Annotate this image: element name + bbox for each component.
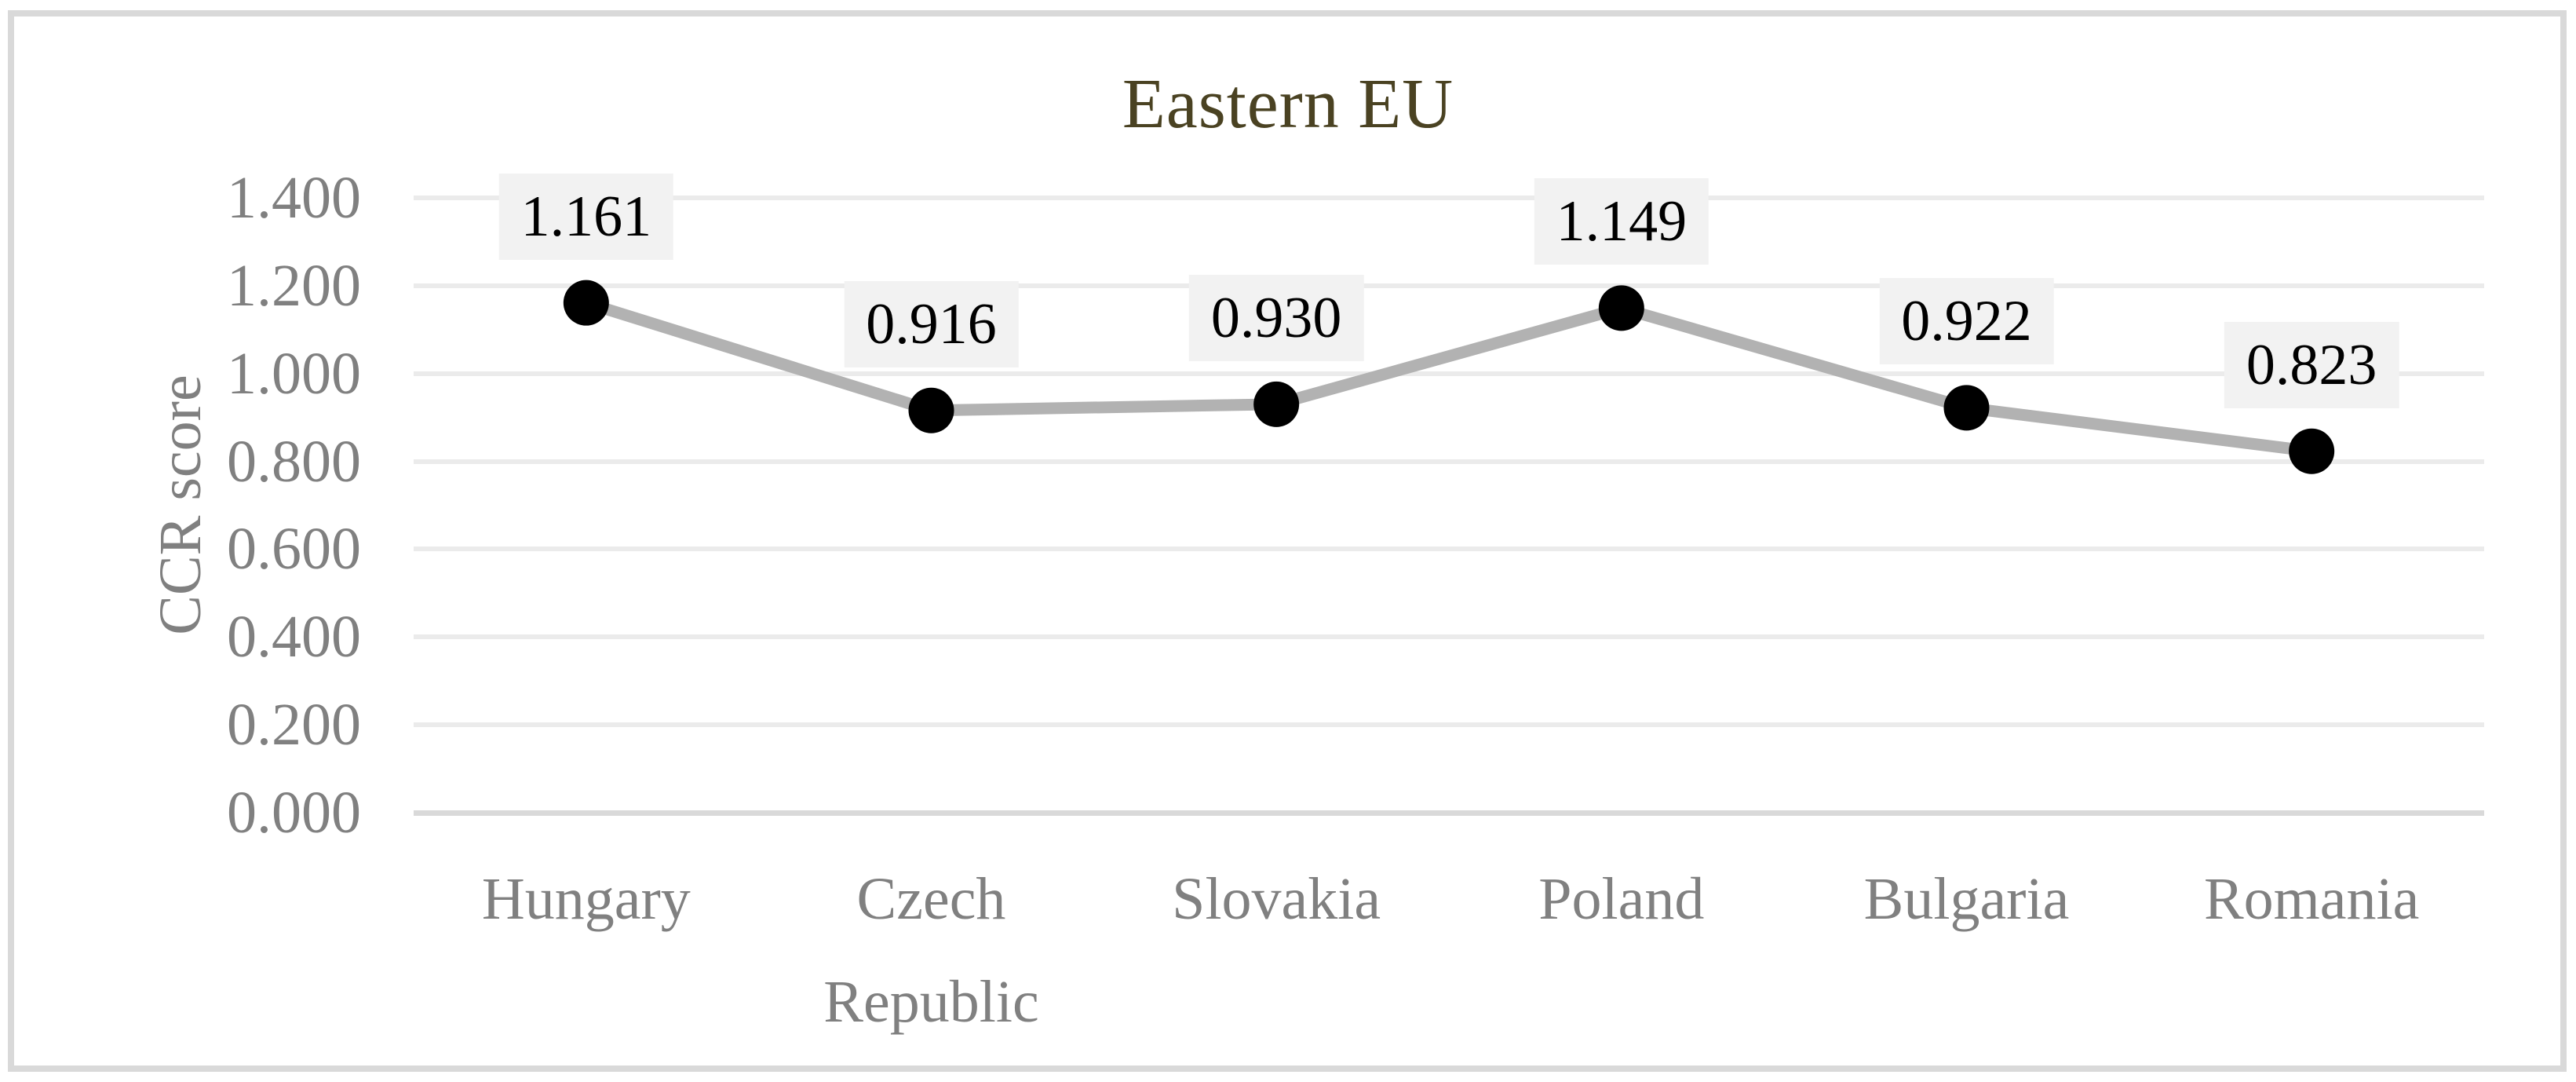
data-label: 1.149 [1534,178,1709,265]
data-point-marker [1943,385,1990,431]
data-point-marker [1598,285,1644,331]
x-category-label: Romania [2203,866,2420,932]
y-tick-label: 0.600 [227,516,361,583]
data-point-marker [563,280,609,326]
y-tick-label: 0.400 [227,604,361,671]
data-label: 1.161 [498,173,674,260]
data-point-marker [1253,381,1300,427]
x-axis-line [414,810,2484,816]
y-tick-label: 0.000 [227,780,361,846]
gridline [414,722,2484,728]
y-tick-label: 0.800 [227,428,361,495]
x-category-label: Czech Republic [823,866,1039,1035]
x-category-label: Slovakia [1172,866,1381,932]
gridline [414,634,2484,640]
x-category-label: Poland [1538,866,1705,932]
data-label: 0.916 [844,280,1019,367]
data-label: 0.930 [1188,274,1364,361]
y-tick-label: 0.200 [227,692,361,758]
chart-title: Eastern EU [1122,65,1454,143]
gridline [414,371,2484,376]
y-tick-label: 1.000 [227,340,361,407]
x-category-label: Bulgaria [1863,866,2070,932]
data-point-marker [908,387,954,433]
data-label: 0.823 [2224,321,2399,408]
x-category-label: Hungary [481,866,691,932]
gridline [414,459,2484,464]
gridline [414,283,2484,288]
series-line [584,297,2313,458]
data-label: 0.922 [1879,278,2054,365]
gridline [414,546,2484,552]
y-tick-label: 1.200 [227,252,361,319]
gridline [414,196,2484,200]
y-tick-label: 1.400 [227,165,361,231]
data-point-marker [2289,428,2335,474]
